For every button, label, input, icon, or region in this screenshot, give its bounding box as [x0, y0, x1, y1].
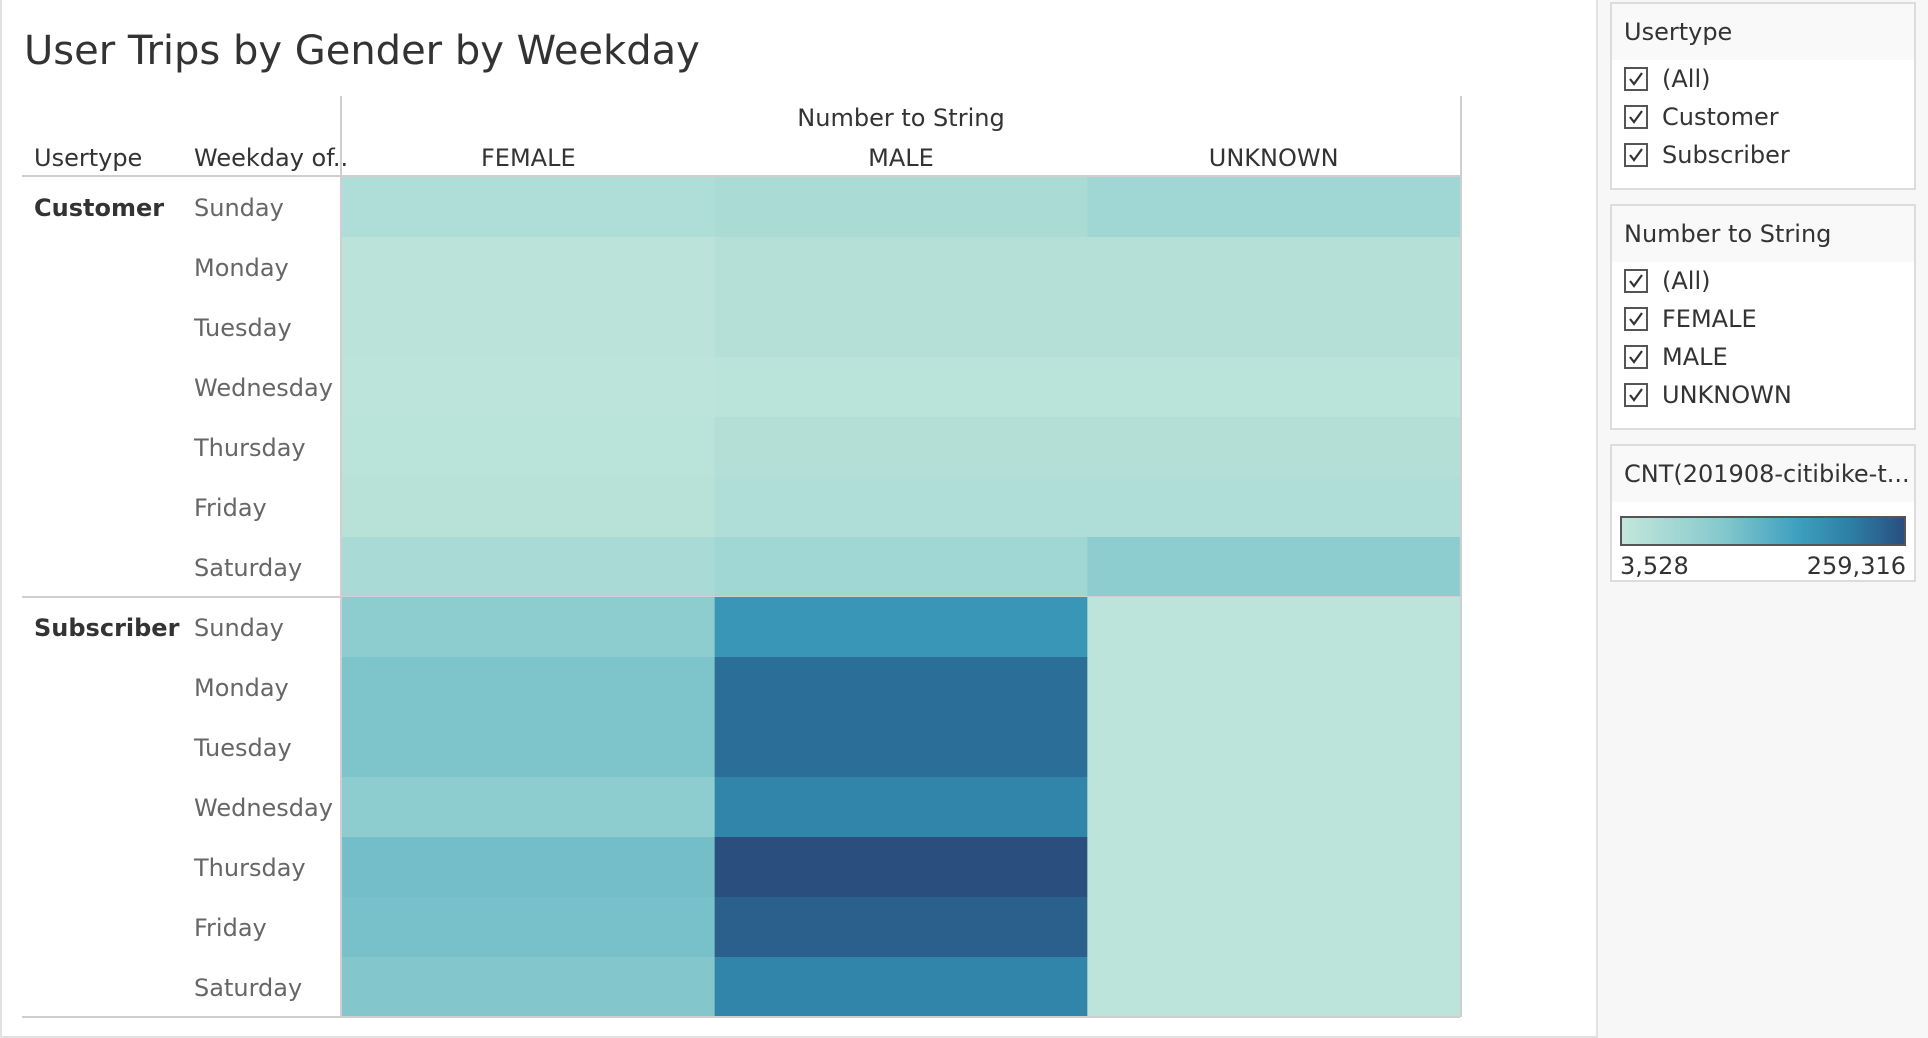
heatmap-cell: [1087, 897, 1461, 958]
checkbox-checked-icon[interactable]: [1624, 269, 1648, 293]
group-label-subscriber: Subscriber: [34, 614, 180, 642]
legend-max-label: 259,316: [1806, 552, 1906, 580]
heatmap-cell: [714, 357, 1088, 418]
column-header-female: FEMALE: [481, 144, 576, 172]
heatmap-cell: [714, 897, 1088, 958]
filter-item-label: Subscriber: [1662, 141, 1790, 169]
group-label-customer: Customer: [34, 194, 164, 222]
filter-item-all[interactable]: (All): [1612, 262, 1914, 300]
heatmap-cell: [342, 957, 716, 1018]
row-label-tuesday: Tuesday: [193, 734, 292, 762]
sidebar: Usertype (All) Customer Subscriber Numbe…: [1598, 0, 1928, 1038]
heatmap-cell: [1087, 537, 1461, 598]
heatmap-cell: [1087, 237, 1461, 298]
filter-item-unknown[interactable]: UNKNOWN: [1612, 376, 1914, 414]
row-label-sunday: Sunday: [194, 194, 284, 222]
filter-item-label: FEMALE: [1662, 305, 1757, 333]
heatmap-cell: [714, 237, 1088, 298]
heatmap-cell: [342, 177, 716, 238]
heatmap-cell: [342, 717, 716, 778]
heatmap-cell: [1087, 357, 1461, 418]
checkbox-checked-icon[interactable]: [1624, 105, 1648, 129]
heatmap-cell: [1087, 837, 1461, 898]
heatmap-cell: [342, 417, 716, 478]
row-label-sunday: Sunday: [194, 614, 284, 642]
filter-item-label: (All): [1662, 65, 1711, 93]
column-header-male: MALE: [868, 144, 934, 172]
filter-item-label: MALE: [1662, 343, 1728, 371]
checkbox-checked-icon[interactable]: [1624, 345, 1648, 369]
heatmap-cell: [342, 897, 716, 958]
filter-item-label: UNKNOWN: [1662, 381, 1792, 409]
heatmap-cell: [342, 837, 716, 898]
heatmap-cell: [342, 657, 716, 718]
color-legend-title: CNT(201908-citibike-t...: [1612, 446, 1914, 502]
heatmap-svg: Number to String Usertype Weekday of.. FEMA…: [22, 96, 1463, 1018]
filter-item-customer[interactable]: Customer: [1612, 98, 1914, 136]
checkbox-checked-icon[interactable]: [1624, 67, 1648, 91]
heatmap-cell: [1087, 297, 1461, 358]
filter-item-label: Customer: [1662, 103, 1779, 131]
row-label-monday: Monday: [194, 254, 289, 282]
row-header-usertype: Usertype: [34, 144, 142, 172]
row-label-tuesday: Tuesday: [193, 314, 292, 342]
filter-item-subscriber[interactable]: Subscriber: [1612, 136, 1914, 174]
legend-min-label: 3,528: [1620, 552, 1689, 580]
heatmap-cell: [714, 837, 1088, 898]
filter-item-label: (All): [1662, 267, 1711, 295]
heatmap-cell: [1087, 177, 1461, 238]
row-label-monday: Monday: [194, 674, 289, 702]
heatmap-cell: [714, 417, 1088, 478]
heatmap-cell: [1087, 777, 1461, 838]
heatmap-cell: [714, 177, 1088, 238]
gender-filter-title: Number to String: [1612, 206, 1914, 262]
heatmap-cell: [714, 477, 1088, 538]
checkbox-checked-icon[interactable]: [1624, 143, 1648, 167]
heatmap-cell: [342, 237, 716, 298]
row-header-weekday: Weekday of..: [194, 144, 348, 172]
heatmap-cell: [1087, 957, 1461, 1018]
row-label-wednesday: Wednesday: [194, 794, 333, 822]
heatmap-cell: [342, 597, 716, 658]
chart-title: User Trips by Gender by Weekday: [24, 28, 700, 74]
heatmap-cell: [1087, 717, 1461, 778]
heatmap-cell: [342, 297, 716, 358]
usertype-filter-title: Usertype: [1612, 4, 1914, 60]
heatmap-cell: [714, 957, 1088, 1018]
column-header-unknown: UNKNOWN: [1209, 144, 1339, 172]
heatmap-cell: [714, 297, 1088, 358]
heatmap-cell: [714, 537, 1088, 598]
heatmap-cell: [1087, 417, 1461, 478]
color-gradient-bar: [1620, 516, 1906, 546]
row-label-wednesday: Wednesday: [194, 374, 333, 402]
heatmap-cell: [1087, 597, 1461, 658]
checkbox-checked-icon[interactable]: [1624, 383, 1648, 407]
color-legend-card: CNT(201908-citibike-t... 3,528 259,316: [1610, 444, 1916, 582]
filter-item-male[interactable]: MALE: [1612, 338, 1914, 376]
chart-area: User Trips by Gender by Weekday Number t…: [0, 0, 1598, 1038]
row-label-thursday: Thursday: [193, 434, 306, 462]
row-label-saturday: Saturday: [194, 554, 302, 582]
row-label-friday: Friday: [194, 494, 267, 522]
heatmap-cell: [342, 477, 716, 538]
row-label-thursday: Thursday: [193, 854, 306, 882]
filter-item-all[interactable]: (All): [1612, 60, 1914, 98]
heatmap-cell: [342, 777, 716, 838]
heatmap-cell: [342, 537, 716, 598]
filter-item-female[interactable]: FEMALE: [1612, 300, 1914, 338]
heatmap-cell: [714, 657, 1088, 718]
row-label-friday: Friday: [194, 914, 267, 942]
heatmap-cell: [1087, 657, 1461, 718]
checkbox-checked-icon[interactable]: [1624, 307, 1648, 331]
heatmap-cell: [714, 597, 1088, 658]
usertype-filter-card: Usertype (All) Customer Subscriber: [1610, 2, 1916, 190]
heatmap-cell: [714, 717, 1088, 778]
gender-filter-card: Number to String (All) FEMALE MALE UNKNO…: [1610, 204, 1916, 430]
heatmap-cell: [1087, 477, 1461, 538]
column-group-label: Number to String: [797, 104, 1004, 132]
row-label-saturday: Saturday: [194, 974, 302, 1002]
heatmap-cell: [342, 357, 716, 418]
heatmap-cell: [714, 777, 1088, 838]
